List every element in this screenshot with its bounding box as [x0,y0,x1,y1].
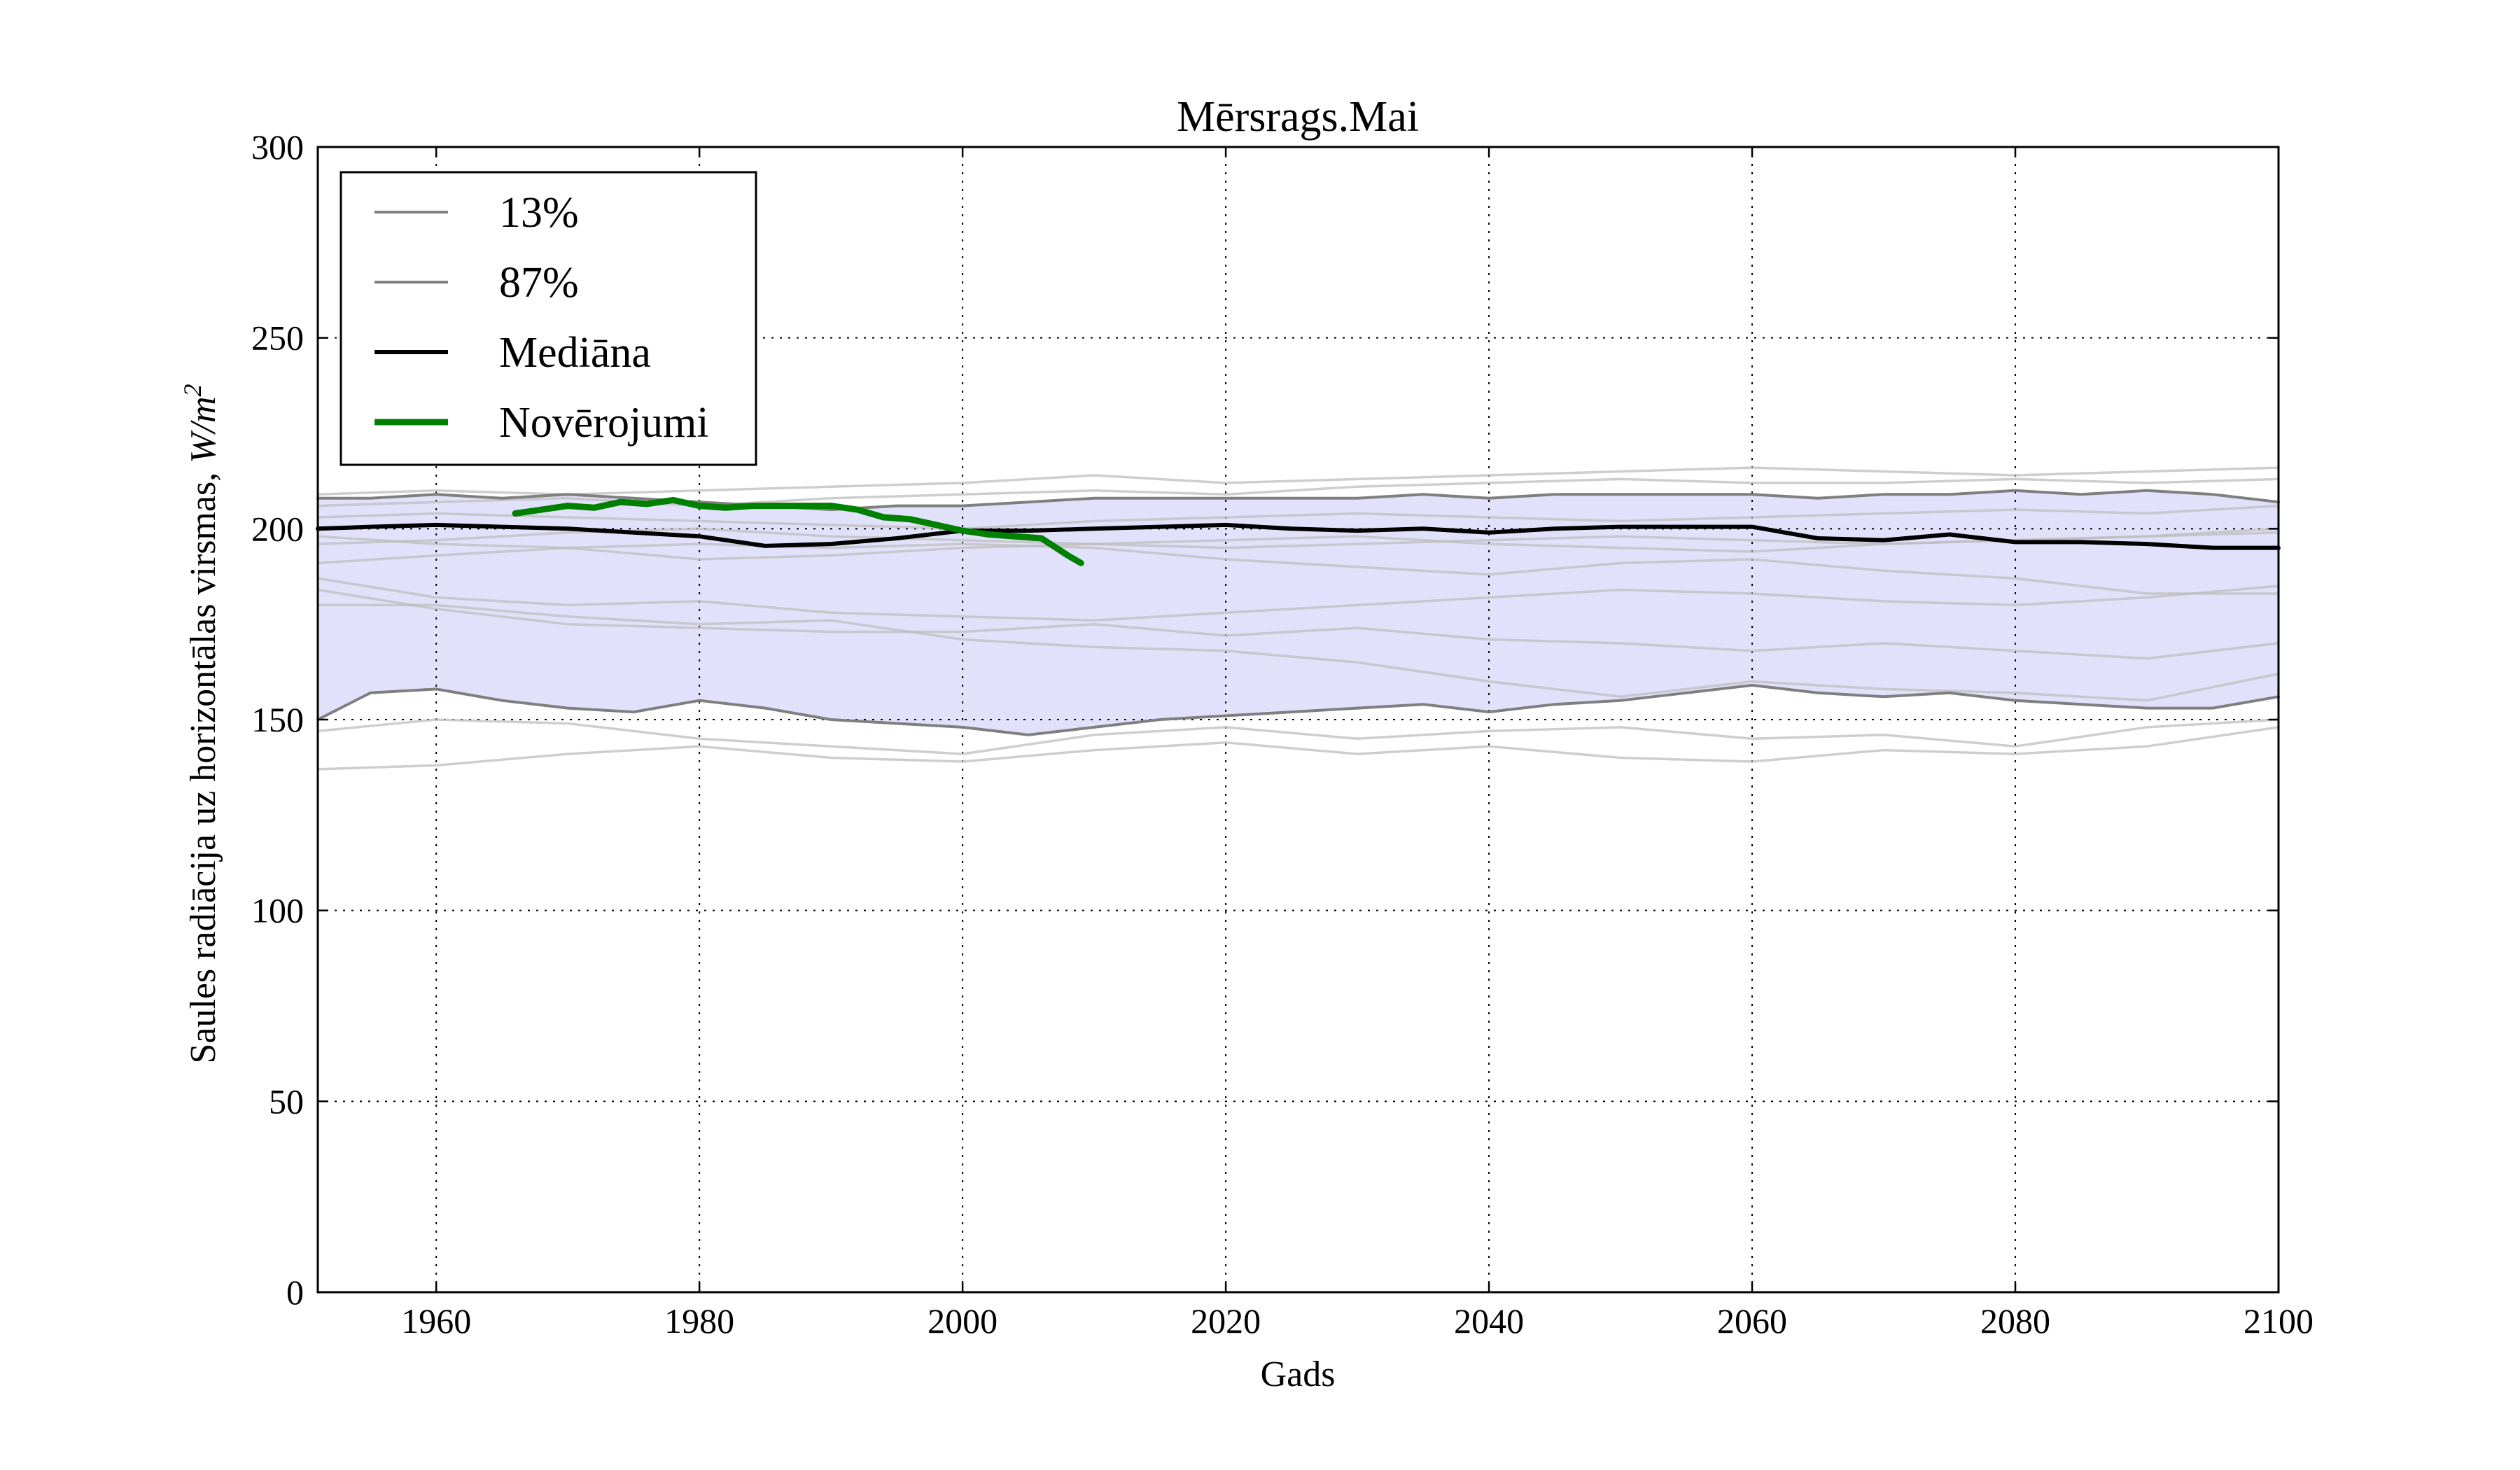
x-tick-label: 2060 [1717,1301,1787,1340]
x-tick-label: 2020 [1191,1301,1261,1340]
y-tick-label: 150 [251,700,304,739]
ensemble-line [317,588,2279,660]
x-tick-label: 2100 [2244,1301,2314,1340]
series-line-percentile [316,683,2280,736]
x-tick-label: 1960 [401,1301,471,1340]
y-axis-label: Saules radiācija uz horizontālas virsmas… [178,384,223,1063]
ensemble-line [317,466,2279,496]
y-axis-ticks: 0 50 100 150 200 250 300 [251,127,2278,1312]
y-tick-label: 100 [251,891,304,930]
series-line-observations [512,496,1084,566]
legend-label: Mediāna [499,329,651,377]
x-tick-label: 2040 [1454,1301,1524,1340]
series-line-median [316,522,2281,550]
y-axis-label-text: Saules radiācija uz horizontālas virsmas… [183,463,223,1064]
ensemble-line [317,718,2279,755]
ensemble-line [318,603,2279,702]
y-tick-label: 250 [251,318,304,358]
series-line-percentile [316,489,2280,512]
y-tick-label: 200 [251,509,304,548]
x-tick-label: 1980 [664,1301,734,1340]
ensemble-line [317,542,2278,595]
ensemble-line [317,577,2279,622]
x-tick-label: 2000 [927,1301,997,1340]
x-tick-label: 2080 [1980,1301,2050,1340]
legend-label: Novērojumi [499,399,709,447]
percentile-band [318,490,2278,735]
legend-box [340,171,757,466]
y-tick-label: 0 [286,1273,304,1312]
y-axis-label-unit-sup: 2 [178,384,206,396]
ensemble-line [317,527,2279,561]
legend: 13% 87% Mediāna Novērojumi [340,171,757,466]
ensemble-line [317,504,2279,531]
y-axis-label-unit: W/m [183,396,223,463]
y-tick-label: 50 [269,1082,304,1121]
plot-area [316,146,2281,1294]
chart-title: Mērsrags.Mai [1177,93,1419,141]
x-axis-ticks: 1960 1980 2000 2020 2040 2060 2080 2100 [401,147,2314,1340]
ensemble-line [317,726,2279,771]
y-tick-label: 300 [251,127,304,167]
legend-label: 87% [499,259,579,307]
x-axis-label: Gads [1261,1354,1336,1394]
legend-label: 13% [499,189,579,237]
